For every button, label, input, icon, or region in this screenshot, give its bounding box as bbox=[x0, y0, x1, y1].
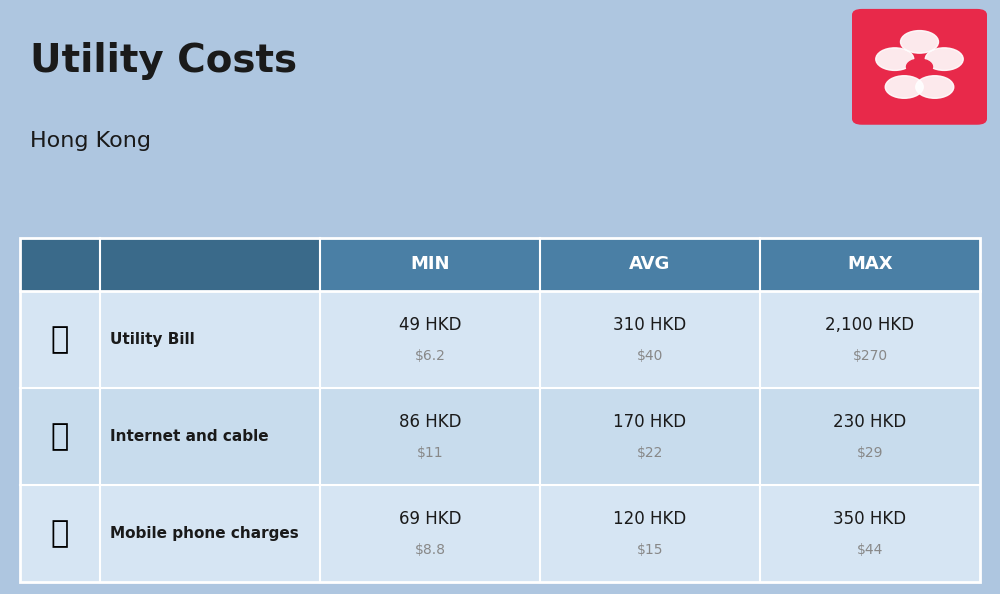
Text: $22: $22 bbox=[637, 446, 663, 460]
Text: Utility Costs: Utility Costs bbox=[30, 42, 297, 80]
Text: 350 HKD: 350 HKD bbox=[833, 510, 907, 527]
FancyBboxPatch shape bbox=[20, 485, 980, 582]
Text: 2,100 HKD: 2,100 HKD bbox=[825, 316, 915, 334]
Text: $29: $29 bbox=[857, 446, 883, 460]
Text: Mobile phone charges: Mobile phone charges bbox=[110, 526, 299, 541]
Text: 📡: 📡 bbox=[51, 422, 69, 451]
Text: 310 HKD: 310 HKD bbox=[613, 316, 687, 334]
FancyBboxPatch shape bbox=[20, 238, 320, 291]
FancyBboxPatch shape bbox=[852, 9, 987, 125]
Text: Hong Kong: Hong Kong bbox=[30, 131, 151, 151]
Circle shape bbox=[876, 48, 914, 71]
Text: $40: $40 bbox=[637, 349, 663, 363]
Text: Internet and cable: Internet and cable bbox=[110, 429, 269, 444]
Text: $11: $11 bbox=[417, 446, 443, 460]
FancyBboxPatch shape bbox=[20, 291, 980, 388]
Text: 230 HKD: 230 HKD bbox=[833, 413, 907, 431]
Circle shape bbox=[885, 75, 923, 98]
Circle shape bbox=[925, 48, 963, 71]
Text: AVG: AVG bbox=[629, 255, 671, 273]
Text: 🔌: 🔌 bbox=[51, 325, 69, 354]
Text: MAX: MAX bbox=[847, 255, 893, 273]
Circle shape bbox=[906, 59, 932, 75]
Text: $8.8: $8.8 bbox=[415, 544, 446, 557]
Text: $44: $44 bbox=[857, 544, 883, 557]
Text: 📱: 📱 bbox=[51, 519, 69, 548]
Text: Utility Bill: Utility Bill bbox=[110, 332, 195, 347]
Circle shape bbox=[916, 75, 954, 98]
Text: 69 HKD: 69 HKD bbox=[399, 510, 461, 527]
Text: 120 HKD: 120 HKD bbox=[613, 510, 687, 527]
Circle shape bbox=[900, 31, 938, 53]
Text: 49 HKD: 49 HKD bbox=[399, 316, 461, 334]
Text: $15: $15 bbox=[637, 544, 663, 557]
Text: $6.2: $6.2 bbox=[415, 349, 445, 363]
FancyBboxPatch shape bbox=[20, 388, 980, 485]
Text: $270: $270 bbox=[852, 349, 888, 363]
Text: MIN: MIN bbox=[410, 255, 450, 273]
Text: 86 HKD: 86 HKD bbox=[399, 413, 461, 431]
Text: 170 HKD: 170 HKD bbox=[613, 413, 687, 431]
FancyBboxPatch shape bbox=[20, 238, 980, 291]
